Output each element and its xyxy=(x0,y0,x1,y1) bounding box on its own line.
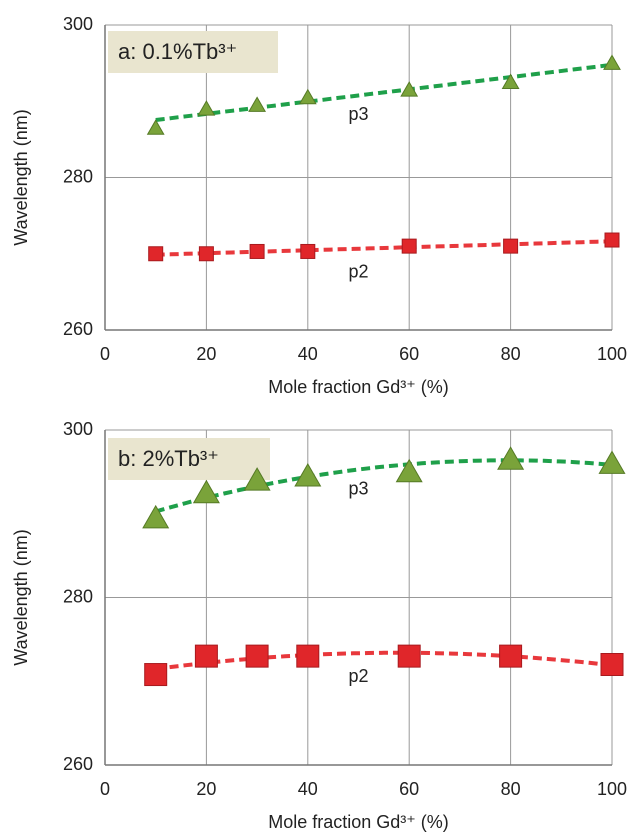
y-axis-label: Wavelength (nm) xyxy=(11,109,31,245)
y-tick-label: 280 xyxy=(63,166,93,186)
y-tick-label: 260 xyxy=(63,319,93,339)
trend-line xyxy=(155,458,613,514)
marker xyxy=(395,458,423,483)
title-box xyxy=(108,438,270,480)
marker xyxy=(501,73,520,89)
marker xyxy=(197,100,216,116)
series-label: p2 xyxy=(348,666,368,686)
trend-line xyxy=(155,239,613,257)
y-axis-label: Wavelength (nm) xyxy=(11,529,31,665)
trend-line xyxy=(155,62,613,122)
series-label: p2 xyxy=(348,261,368,281)
marker xyxy=(198,246,214,262)
marker xyxy=(248,96,267,112)
marker xyxy=(194,644,218,668)
y-tick-label: 300 xyxy=(63,14,93,34)
marker xyxy=(401,238,417,254)
marker xyxy=(300,243,316,259)
marker xyxy=(497,446,525,470)
marker xyxy=(296,644,320,668)
marker xyxy=(598,450,626,474)
marker xyxy=(603,54,621,70)
marker xyxy=(298,88,317,105)
marker xyxy=(245,644,269,668)
x-tick-label: 40 xyxy=(298,344,318,364)
title-box xyxy=(108,31,278,73)
x-tick-label: 80 xyxy=(501,344,521,364)
marker xyxy=(144,663,168,687)
marker xyxy=(148,246,164,262)
marker xyxy=(397,644,421,668)
x-tick-label: 0 xyxy=(100,344,110,364)
x-tick-label: 100 xyxy=(597,344,627,364)
marker xyxy=(146,119,165,135)
x-tick-label: 80 xyxy=(501,779,521,799)
x-tick-label: 20 xyxy=(196,779,216,799)
series-label: p3 xyxy=(348,478,368,498)
x-tick-label: 40 xyxy=(298,779,318,799)
series-label: p3 xyxy=(348,104,368,124)
marker xyxy=(192,479,220,504)
marker xyxy=(600,653,624,676)
chart-title: b: 2%Tb³⁺ xyxy=(118,446,219,471)
marker xyxy=(294,462,322,487)
marker xyxy=(243,467,271,491)
x-axis-label: Mole fraction Gd³⁺ (%) xyxy=(268,377,449,397)
x-tick-label: 100 xyxy=(597,779,627,799)
marker xyxy=(249,243,265,259)
marker xyxy=(503,238,519,254)
marker xyxy=(400,81,419,97)
x-tick-label: 20 xyxy=(196,344,216,364)
x-tick-label: 60 xyxy=(399,779,419,799)
x-tick-label: 60 xyxy=(399,344,419,364)
marker xyxy=(604,232,620,248)
chart-title: a: 0.1%Tb³⁺ xyxy=(118,39,237,64)
x-tick-label: 0 xyxy=(100,779,110,799)
trend-line xyxy=(155,650,613,671)
x-axis-label: Mole fraction Gd³⁺ (%) xyxy=(268,812,449,832)
y-tick-label: 300 xyxy=(63,419,93,439)
marker xyxy=(142,504,170,529)
y-tick-label: 260 xyxy=(63,754,93,774)
marker xyxy=(499,644,523,668)
y-tick-label: 280 xyxy=(63,586,93,606)
